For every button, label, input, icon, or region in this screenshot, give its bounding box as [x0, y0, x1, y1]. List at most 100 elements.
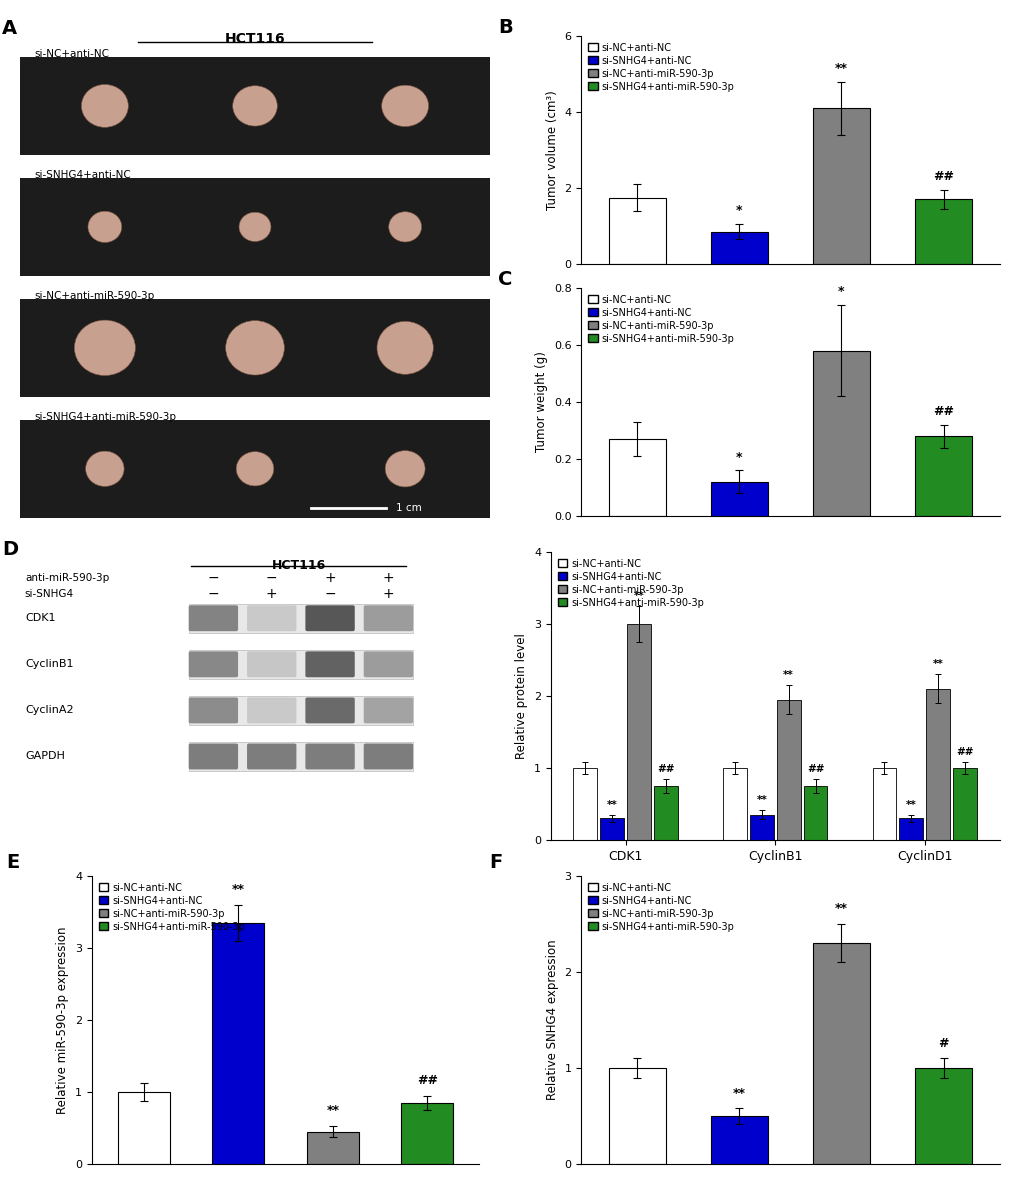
Text: *: * — [736, 450, 742, 463]
Y-axis label: Tumor weight (g): Tumor weight (g) — [535, 352, 548, 452]
Text: F: F — [489, 853, 502, 872]
Bar — [212, 923, 264, 1164]
Ellipse shape — [381, 85, 428, 126]
Bar — [776, 700, 800, 840]
Bar — [813, 943, 869, 1164]
Y-axis label: Tumor volume (cm³): Tumor volume (cm³) — [545, 90, 558, 210]
Legend: si-NC+anti-NC, si-SNHG4+anti-NC, si-NC+anti-miR-590-3p, si-SNHG4+anti-miR-590-3p: si-NC+anti-NC, si-SNHG4+anti-NC, si-NC+a… — [555, 557, 705, 610]
Ellipse shape — [225, 320, 284, 376]
Text: **: ** — [756, 796, 766, 805]
Bar — [871, 768, 896, 840]
Text: **: ** — [231, 883, 245, 896]
FancyBboxPatch shape — [189, 744, 237, 769]
Bar — [600, 818, 624, 840]
Text: si-SNHG4+anti-NC: si-SNHG4+anti-NC — [35, 170, 131, 180]
Text: ##: ## — [956, 748, 973, 757]
Ellipse shape — [232, 85, 277, 126]
Text: −: − — [324, 587, 335, 601]
Bar — [401, 1103, 453, 1164]
Bar — [609, 198, 665, 264]
Text: B: B — [497, 18, 512, 37]
Legend: si-NC+anti-NC, si-SNHG4+anti-NC, si-NC+anti-miR-590-3p, si-SNHG4+anti-miR-590-3p: si-NC+anti-NC, si-SNHG4+anti-NC, si-NC+a… — [586, 293, 736, 346]
Bar — [915, 199, 971, 264]
FancyBboxPatch shape — [189, 650, 413, 679]
Text: +: + — [324, 571, 335, 584]
Ellipse shape — [377, 322, 433, 374]
Legend: si-NC+anti-NC, si-SNHG4+anti-NC, si-NC+anti-miR-590-3p, si-SNHG4+anti-miR-590-3p: si-NC+anti-NC, si-SNHG4+anti-NC, si-NC+a… — [586, 881, 736, 934]
Bar — [722, 768, 746, 840]
Text: ##: ## — [656, 763, 675, 774]
Text: **: ** — [835, 61, 847, 74]
Text: +: + — [382, 587, 393, 601]
FancyBboxPatch shape — [247, 605, 297, 631]
Bar — [803, 786, 826, 840]
Bar — [609, 439, 665, 516]
Bar — [925, 689, 949, 840]
Text: **: ** — [633, 590, 644, 601]
FancyBboxPatch shape — [20, 56, 489, 155]
Text: A: A — [2, 19, 16, 38]
Bar — [915, 437, 971, 516]
Legend: si-NC+anti-NC, si-SNHG4+anti-NC, si-NC+anti-miR-590-3p, si-SNHG4+anti-miR-590-3p: si-NC+anti-NC, si-SNHG4+anti-NC, si-NC+a… — [586, 41, 736, 94]
FancyBboxPatch shape — [189, 604, 413, 632]
Text: CyclinA2: CyclinA2 — [24, 706, 73, 715]
Text: si-NC+anti-NC: si-NC+anti-NC — [35, 49, 109, 59]
Text: si-SNHG4+anti-miR-590-3p: si-SNHG4+anti-miR-590-3p — [35, 412, 176, 422]
FancyBboxPatch shape — [189, 605, 237, 631]
Text: **: ** — [783, 670, 793, 680]
FancyBboxPatch shape — [305, 652, 355, 677]
Ellipse shape — [238, 212, 271, 241]
Text: D: D — [2, 540, 18, 559]
FancyBboxPatch shape — [189, 742, 413, 770]
FancyBboxPatch shape — [364, 744, 413, 769]
Bar — [711, 481, 767, 516]
Bar — [749, 815, 772, 840]
Text: **: ** — [905, 799, 916, 810]
FancyBboxPatch shape — [189, 697, 237, 724]
Text: ##: ## — [932, 404, 953, 418]
Ellipse shape — [88, 211, 121, 242]
Ellipse shape — [388, 211, 421, 242]
Text: **: ** — [932, 659, 943, 670]
Bar — [307, 1132, 359, 1164]
Bar — [711, 232, 767, 264]
FancyBboxPatch shape — [305, 744, 355, 769]
Y-axis label: Relative protein level: Relative protein level — [515, 634, 528, 758]
Bar — [813, 108, 869, 264]
Text: 1 cm: 1 cm — [395, 503, 421, 512]
Text: **: ** — [606, 799, 616, 810]
FancyBboxPatch shape — [364, 652, 413, 677]
Text: #: # — [937, 1037, 948, 1050]
Bar — [813, 350, 869, 516]
Text: ##: ## — [806, 763, 823, 774]
FancyBboxPatch shape — [247, 697, 297, 724]
Text: CyclinB1: CyclinB1 — [24, 659, 73, 670]
Ellipse shape — [82, 84, 128, 127]
Bar — [711, 1116, 767, 1164]
Ellipse shape — [86, 451, 124, 486]
Text: HCT116: HCT116 — [271, 559, 325, 572]
Text: ##: ## — [417, 1074, 437, 1087]
Text: −: − — [266, 571, 277, 584]
Ellipse shape — [74, 320, 136, 376]
Text: *: * — [736, 204, 742, 217]
Bar — [117, 1092, 169, 1164]
Bar — [573, 768, 596, 840]
Bar — [653, 786, 678, 840]
FancyBboxPatch shape — [305, 697, 355, 724]
Y-axis label: Relative miR-590-3p expression: Relative miR-590-3p expression — [56, 926, 69, 1114]
Text: GAPDH: GAPDH — [24, 751, 64, 762]
Text: ##: ## — [932, 170, 953, 184]
Ellipse shape — [236, 451, 273, 486]
FancyBboxPatch shape — [364, 605, 413, 631]
Bar — [627, 624, 650, 840]
Text: +: + — [266, 587, 277, 601]
FancyBboxPatch shape — [247, 744, 297, 769]
Ellipse shape — [385, 451, 425, 487]
Text: HCT116: HCT116 — [224, 31, 285, 46]
Y-axis label: Relative SNHG4 expression: Relative SNHG4 expression — [545, 940, 558, 1100]
Text: si-NC+anti-miR-590-3p: si-NC+anti-miR-590-3p — [35, 292, 155, 301]
Text: −: − — [208, 571, 219, 584]
FancyBboxPatch shape — [20, 420, 489, 518]
Text: CDK1: CDK1 — [24, 613, 55, 623]
